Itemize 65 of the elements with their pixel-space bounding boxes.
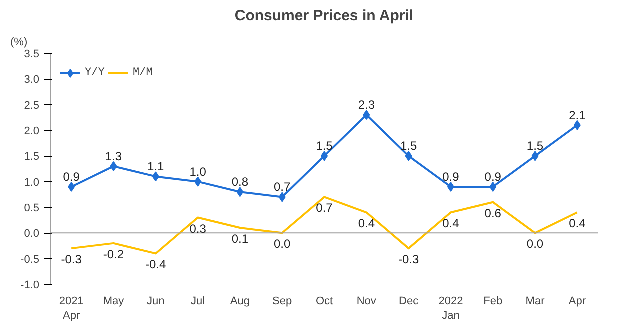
chart-title: Consumer Prices in April (234, 8, 414, 24)
data-label: 0.6 (484, 206, 502, 220)
y-tick-label: 1.0 (24, 176, 40, 189)
data-label: 1.3 (105, 149, 122, 164)
x-tick-label: Mar (526, 296, 546, 308)
y-tick-label: 0.0 (24, 228, 40, 240)
data-label: 1.5 (400, 139, 418, 154)
data-label: 0.4 (569, 216, 586, 231)
data-label: -0.3 (61, 252, 82, 267)
x-tick-label: 2022 Jan (438, 296, 464, 322)
data-label: 0.0 (274, 237, 292, 252)
data-label: 0.9 (484, 170, 502, 184)
data-label: 0.9 (442, 170, 460, 184)
point (532, 151, 539, 162)
point (278, 192, 286, 202)
x-tick-label: Nov (356, 296, 377, 308)
point (405, 151, 412, 162)
x-tick-label: Sep (272, 296, 292, 308)
data-label: 0.9 (63, 170, 80, 184)
data-label: 0.3 (190, 222, 207, 236)
data-label: -0.4 (146, 258, 167, 272)
legend-label: Y/Y (85, 67, 105, 79)
y-axis-title: (%) (10, 36, 28, 48)
data-label: 0.8 (232, 175, 249, 190)
point (447, 182, 454, 192)
x-tick-label: Feb (484, 296, 503, 308)
point (110, 161, 118, 172)
data-label: 0.7 (316, 201, 334, 216)
data-label: 0.0 (526, 237, 544, 252)
x-tick-label: 2021 Apr (59, 296, 84, 322)
point (574, 120, 581, 130)
point (68, 182, 76, 192)
point (363, 110, 370, 120)
data-label: 1.5 (316, 139, 334, 154)
y-tick-label: 2.0 (24, 126, 40, 138)
legend-label: M/M (133, 67, 153, 79)
point (194, 176, 202, 187)
point (490, 182, 497, 192)
data-label: 0.4 (358, 216, 376, 231)
data-label: -0.3 (398, 252, 420, 267)
x-tick-label: Jun (147, 296, 165, 308)
y-tick-label: 3.5 (24, 48, 40, 60)
y-tick-label: 1.5 (24, 151, 40, 164)
x-tick-label: Dec (399, 296, 420, 308)
data-label: 1.1 (148, 160, 165, 174)
data-label: 2.1 (569, 108, 586, 122)
data-label: 0.7 (274, 180, 292, 194)
data-label: 1.5 (526, 139, 544, 154)
y-tick-label: -1.0 (20, 280, 40, 292)
data-label: 0.1 (232, 232, 249, 246)
y-tick-label: -0.5 (20, 254, 40, 266)
point (236, 187, 244, 198)
y-tick-label: 0.5 (24, 202, 40, 214)
data-label: 1.0 (190, 164, 207, 179)
y-tick-label: 2.5 (24, 100, 40, 112)
x-tick-label: Apr (568, 296, 586, 308)
data-label: -0.2 (103, 247, 124, 262)
point (152, 172, 160, 182)
y-tick-label: 3.0 (24, 74, 40, 86)
data-label: 0.4 (442, 216, 460, 231)
x-tick-label: Aug (230, 296, 250, 308)
data-label: 2.3 (358, 98, 376, 112)
x-tick-label: Oct (316, 296, 334, 308)
x-tick-label: May (103, 296, 125, 308)
x-tick-label: Jul (191, 296, 206, 308)
